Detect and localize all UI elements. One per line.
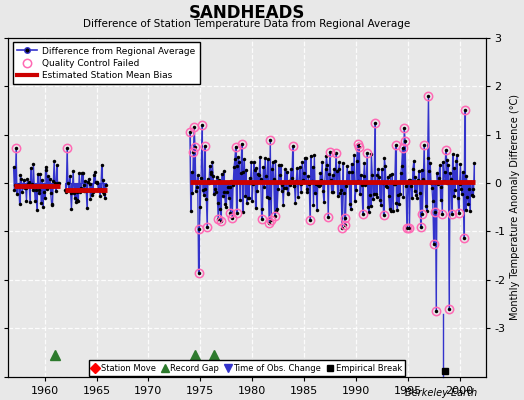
- Legend: Station Move, Record Gap, Time of Obs. Change, Empirical Break: Station Move, Record Gap, Time of Obs. C…: [89, 360, 405, 376]
- Y-axis label: Monthly Temperature Anomaly Difference (°C): Monthly Temperature Anomaly Difference (…: [510, 94, 520, 320]
- Text: Berkeley Earth: Berkeley Earth: [405, 388, 477, 398]
- Text: Difference of Station Temperature Data from Regional Average: Difference of Station Temperature Data f…: [83, 19, 410, 29]
- Title: SANDHEADS: SANDHEADS: [189, 4, 305, 22]
